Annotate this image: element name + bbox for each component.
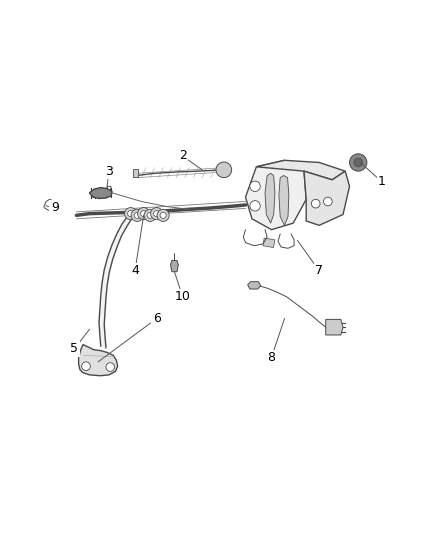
Text: 1: 1 xyxy=(377,175,385,189)
Circle shape xyxy=(215,162,231,177)
Text: 7: 7 xyxy=(314,264,322,277)
Circle shape xyxy=(150,207,162,220)
Polygon shape xyxy=(304,171,349,225)
Circle shape xyxy=(106,363,114,372)
Circle shape xyxy=(140,211,146,216)
Polygon shape xyxy=(245,160,305,230)
Circle shape xyxy=(249,200,260,211)
Circle shape xyxy=(153,211,159,216)
Circle shape xyxy=(81,362,90,370)
Circle shape xyxy=(137,207,149,220)
Circle shape xyxy=(249,181,260,191)
Polygon shape xyxy=(325,319,342,335)
Circle shape xyxy=(127,211,134,216)
Text: 4: 4 xyxy=(131,264,138,277)
Bar xyxy=(262,238,274,247)
Text: 8: 8 xyxy=(267,351,275,364)
Circle shape xyxy=(157,209,169,221)
Circle shape xyxy=(349,154,366,171)
Circle shape xyxy=(311,199,319,208)
Text: 3: 3 xyxy=(105,165,113,177)
Circle shape xyxy=(353,158,362,167)
Polygon shape xyxy=(170,261,178,272)
Polygon shape xyxy=(78,344,117,376)
Circle shape xyxy=(323,197,332,206)
Polygon shape xyxy=(256,160,344,180)
Text: 6: 6 xyxy=(152,312,160,325)
Polygon shape xyxy=(278,175,288,225)
Text: 2: 2 xyxy=(178,149,186,163)
Circle shape xyxy=(144,209,156,221)
Circle shape xyxy=(147,212,153,219)
Polygon shape xyxy=(247,281,260,289)
Text: 9: 9 xyxy=(51,201,59,214)
Text: 5: 5 xyxy=(70,342,78,356)
Polygon shape xyxy=(89,188,112,198)
Circle shape xyxy=(124,207,136,220)
Circle shape xyxy=(160,212,166,219)
Circle shape xyxy=(131,209,143,221)
Circle shape xyxy=(134,212,140,219)
Polygon shape xyxy=(133,169,138,177)
Polygon shape xyxy=(265,173,274,223)
Text: 10: 10 xyxy=(174,290,190,303)
